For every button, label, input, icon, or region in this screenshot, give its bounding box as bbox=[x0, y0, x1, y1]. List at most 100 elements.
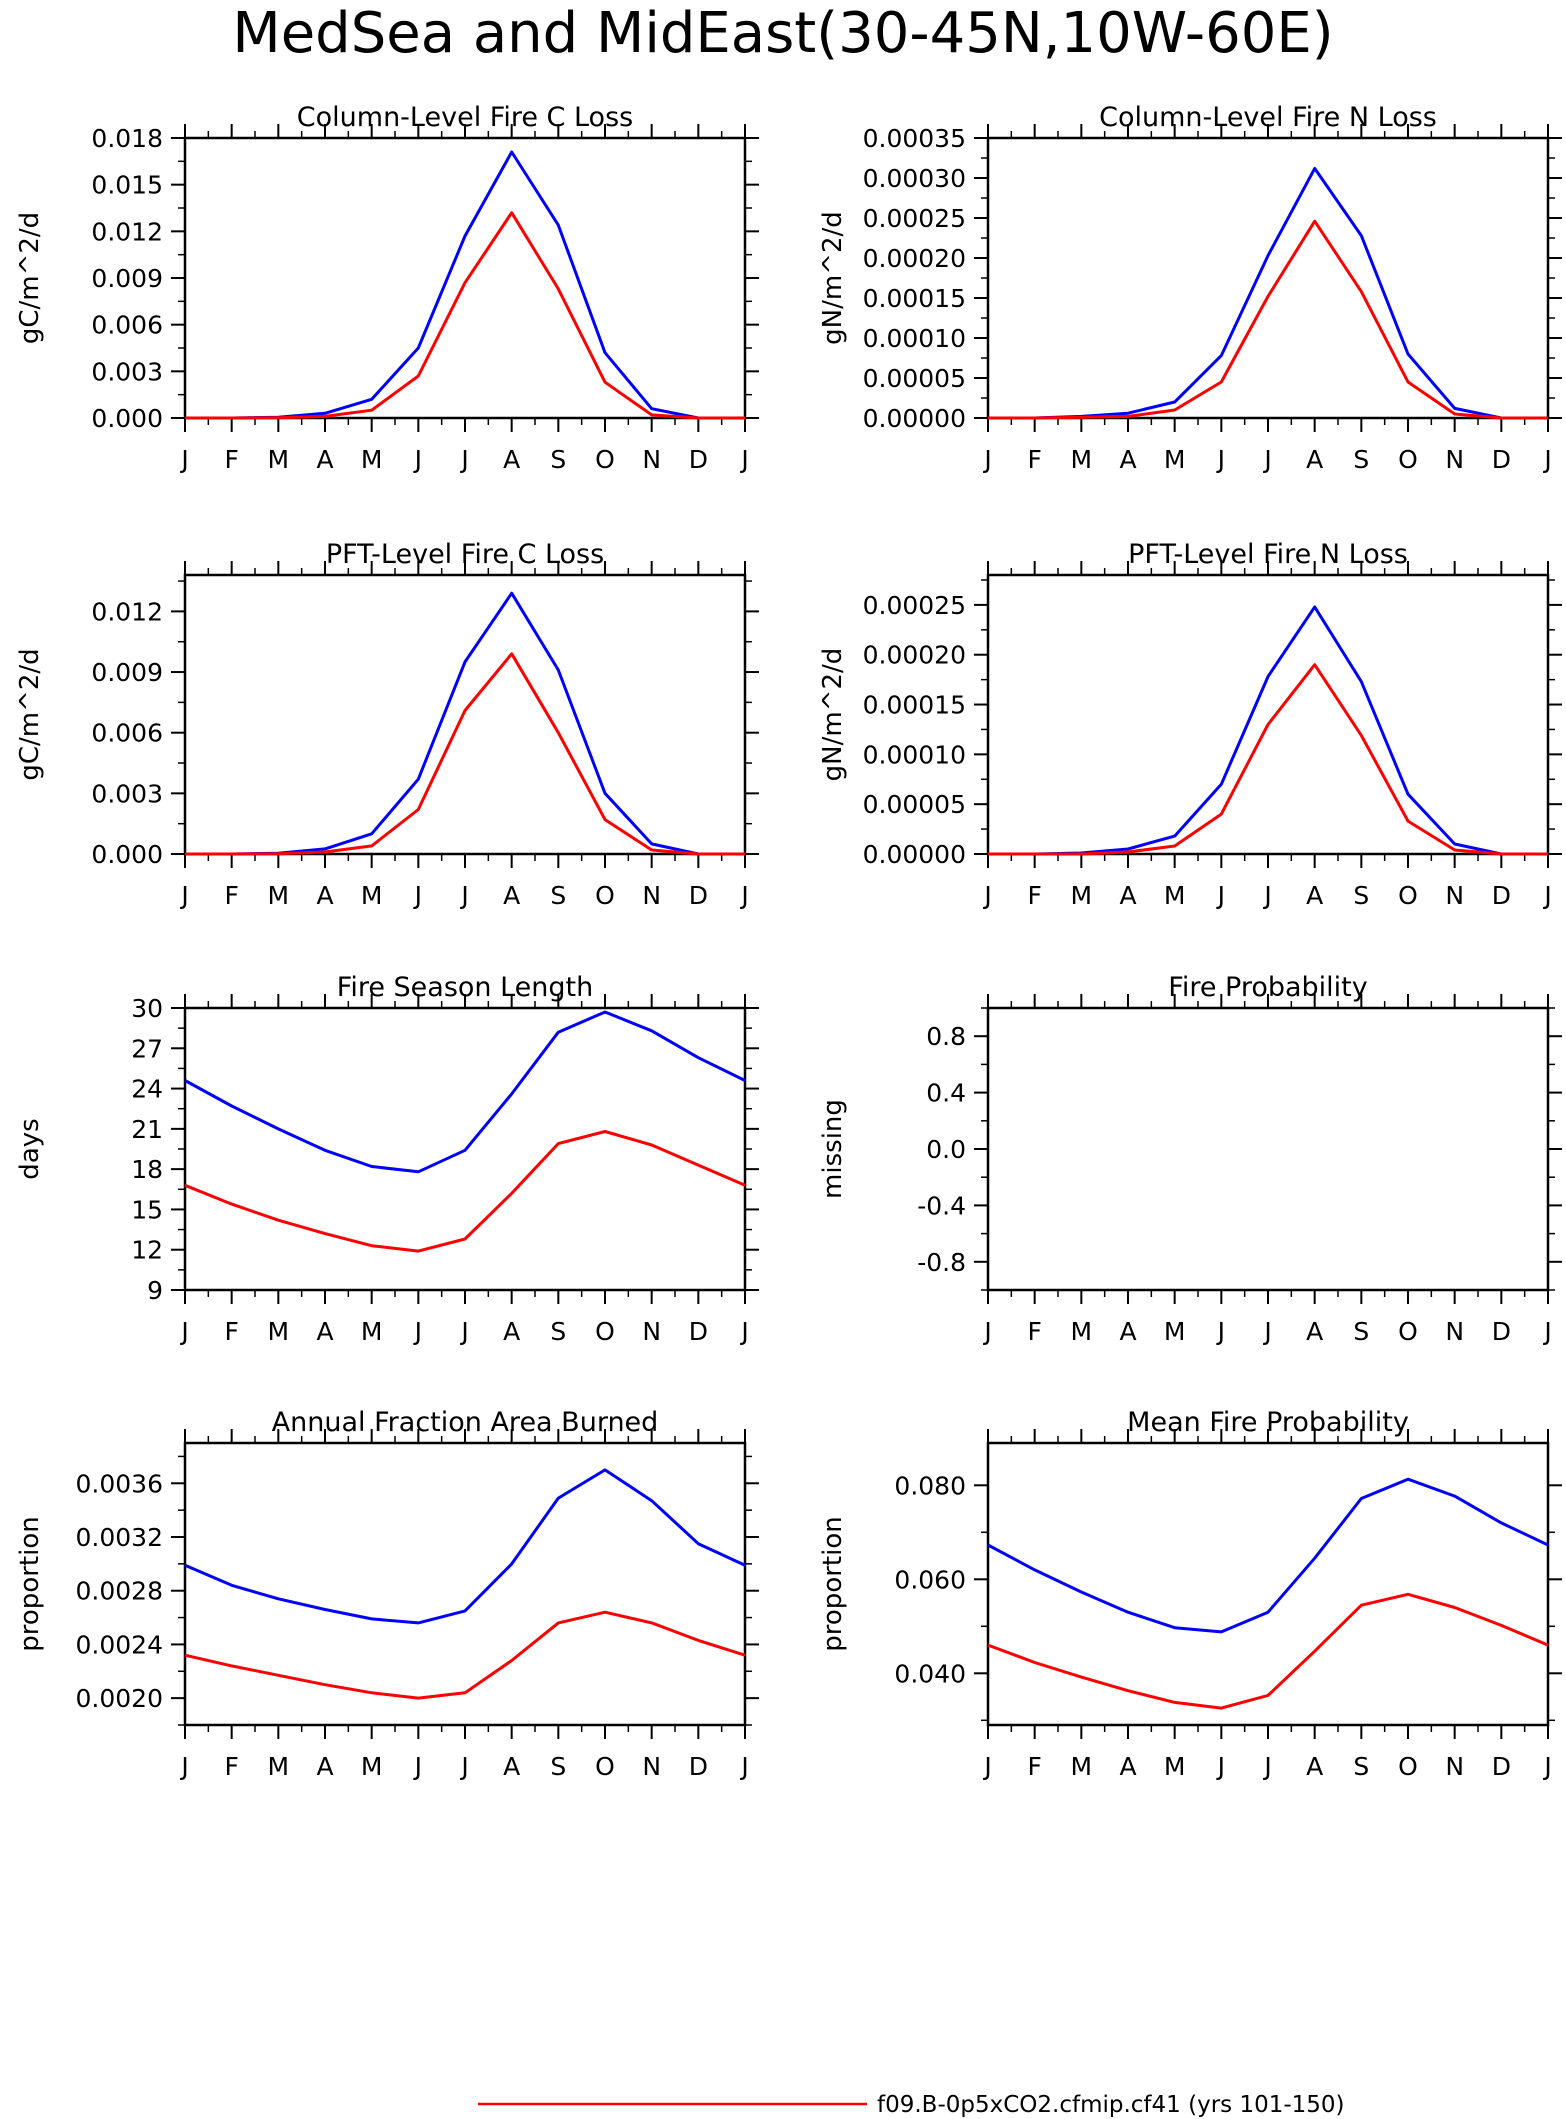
y-axis-label: gC/m^2/d bbox=[15, 212, 45, 344]
chart-title: PFT-Level Fire C Loss bbox=[326, 539, 604, 570]
x-tick-label: M bbox=[1071, 1752, 1093, 1781]
plot-frame bbox=[183, 136, 747, 420]
chart-title: Fire Season Length bbox=[337, 972, 593, 1003]
y-tick-label: 9 bbox=[147, 1276, 163, 1305]
chart-panel-3: J F M A M J J A S O N D J0.0000.0030.0060.0090.012PF… bbox=[15, 539, 759, 910]
x-tick-label: J bbox=[982, 1752, 991, 1781]
y-tick-label: 0.0024 bbox=[76, 1630, 163, 1659]
y-tick-label: 0.000 bbox=[91, 840, 163, 869]
x-tick-label: S bbox=[1353, 1752, 1369, 1781]
y-tick-label: 0.0036 bbox=[76, 1469, 163, 1498]
series-line-blue bbox=[988, 605, 1548, 856]
plot-frame bbox=[986, 136, 1550, 420]
x-tick-label: N bbox=[1445, 881, 1464, 910]
x-tick-label: A bbox=[1306, 881, 1323, 910]
y-axis-label: gN/m^2/d bbox=[818, 648, 848, 782]
x-tick-label: J bbox=[459, 1317, 468, 1346]
x-tick-label: M bbox=[361, 1317, 383, 1346]
y-tick-label: 0.00035 bbox=[863, 124, 966, 153]
x-tick-label: O bbox=[595, 1317, 615, 1346]
y-tick-label: 0.00015 bbox=[863, 691, 966, 720]
x-tick-label: O bbox=[1398, 881, 1418, 910]
series-line-red bbox=[184, 1610, 746, 1700]
y-tick-label: 0.00010 bbox=[863, 324, 966, 353]
y-tick-label: 0.0032 bbox=[76, 1523, 163, 1552]
x-tick-label: J bbox=[1542, 445, 1551, 474]
x-tick-label: D bbox=[689, 1317, 708, 1346]
y-tick-label: 0.018 bbox=[91, 124, 163, 153]
x-tick-label: A bbox=[1306, 1752, 1323, 1781]
y-tick-label: 0.4 bbox=[926, 1079, 966, 1108]
series-line-red bbox=[185, 211, 745, 420]
x-tick-label: A bbox=[316, 445, 333, 474]
y-axis-label: proportion bbox=[15, 1516, 45, 1651]
plot-frame bbox=[183, 573, 747, 856]
x-tick-label: S bbox=[550, 881, 566, 910]
x-tick-label: J bbox=[179, 881, 188, 910]
x-tick-label: J bbox=[413, 881, 422, 910]
x-tick-label: O bbox=[1398, 1752, 1418, 1781]
x-tick-label: J bbox=[1216, 881, 1225, 910]
y-axis-label: missing bbox=[818, 1099, 848, 1199]
x-tick-label: A bbox=[1119, 881, 1136, 910]
x-tick-label: F bbox=[1027, 881, 1041, 910]
series-line-red bbox=[988, 663, 1548, 856]
y-axis-label: gC/m^2/d bbox=[15, 648, 45, 780]
y-tick-label: 0.0 bbox=[926, 1135, 966, 1164]
y-tick-label: 0.080 bbox=[894, 1471, 966, 1500]
y-tick-label: 0.00000 bbox=[863, 404, 966, 433]
y-tick-label: 0.000 bbox=[91, 404, 163, 433]
chart-title: Mean Fire Probability bbox=[1127, 1407, 1409, 1438]
y-tick-label: 0.00010 bbox=[863, 740, 966, 769]
y-tick-label: 0.060 bbox=[894, 1565, 966, 1594]
x-tick-label: J bbox=[739, 445, 748, 474]
x-tick-label: A bbox=[316, 1752, 333, 1781]
x-tick-label: J bbox=[459, 445, 468, 474]
x-tick-label: F bbox=[1027, 445, 1041, 474]
x-tick-label: O bbox=[1398, 1317, 1418, 1346]
x-tick-label: M bbox=[1164, 445, 1186, 474]
x-tick-label: J bbox=[1262, 445, 1271, 474]
x-tick-label: D bbox=[1492, 881, 1511, 910]
x-tick-label: S bbox=[550, 1317, 566, 1346]
x-tick-label: M bbox=[268, 1317, 290, 1346]
x-tick-label: J bbox=[1542, 1752, 1551, 1781]
chart-panel-7: J F M A M J J A S O N D J0.00200.00240.00280.00320.0… bbox=[15, 1407, 759, 1781]
series-line-blue bbox=[184, 1010, 746, 1174]
x-tick-label: J bbox=[1542, 1317, 1551, 1346]
panels-group: J F M A M J J A S O N D J0.0000.0030.0060.0090.0120.… bbox=[15, 102, 1562, 1781]
y-tick-label: 0.00025 bbox=[863, 204, 966, 233]
x-tick-label: D bbox=[1492, 445, 1511, 474]
x-tick-label: N bbox=[1445, 1752, 1464, 1781]
x-tick-label: N bbox=[642, 445, 661, 474]
x-tick-label: A bbox=[503, 1317, 520, 1346]
plot-frame bbox=[986, 1441, 1550, 1727]
y-tick-label: 0.00015 bbox=[863, 284, 966, 313]
series-line-red bbox=[987, 1592, 1549, 1710]
x-tick-label: A bbox=[1119, 445, 1136, 474]
x-tick-label: A bbox=[1306, 1317, 1323, 1346]
x-tick-label: O bbox=[595, 445, 615, 474]
x-tick-label: D bbox=[689, 881, 708, 910]
x-tick-label: J bbox=[179, 445, 188, 474]
y-tick-label: 0.8 bbox=[926, 1022, 966, 1051]
x-tick-label: J bbox=[413, 445, 422, 474]
x-tick-label: M bbox=[268, 881, 290, 910]
x-tick-label: J bbox=[982, 881, 991, 910]
x-tick-label: O bbox=[595, 881, 615, 910]
y-tick-label: 30 bbox=[131, 994, 163, 1023]
x-tick-label: J bbox=[1262, 1752, 1271, 1781]
series-line-blue bbox=[988, 166, 1548, 420]
x-tick-label: A bbox=[503, 445, 520, 474]
chart-title: Fire Probability bbox=[1168, 972, 1368, 1003]
y-axis-label: gN/m^2/d bbox=[818, 211, 848, 345]
x-tick-label: S bbox=[1353, 1317, 1369, 1346]
y-tick-label: 27 bbox=[131, 1034, 163, 1063]
y-tick-label: 0.006 bbox=[91, 311, 163, 340]
y-tick-label: 0.012 bbox=[91, 597, 163, 626]
plot-frame bbox=[986, 1006, 1550, 1292]
x-tick-label: N bbox=[1445, 445, 1464, 474]
x-tick-label: F bbox=[224, 1317, 238, 1346]
chart-panel-4: J F M A M J J A S O N D J0.000000.000050.000100.0001… bbox=[818, 539, 1562, 910]
